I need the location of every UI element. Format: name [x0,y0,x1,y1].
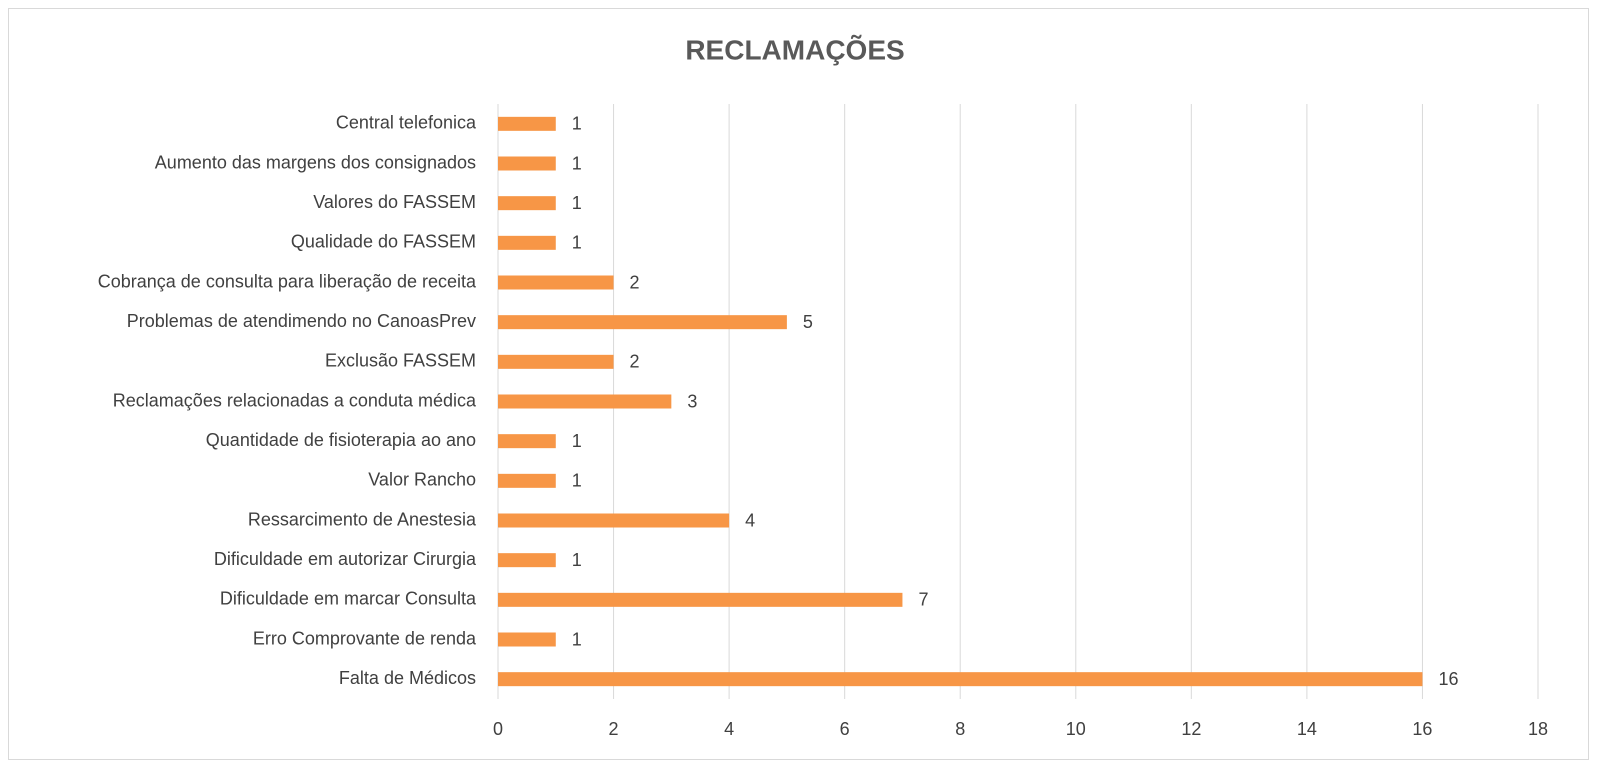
bar [498,196,556,211]
x-tick-label: 18 [1528,719,1548,739]
bar [498,315,787,330]
data-label: 1 [572,153,582,173]
x-tick-label: 14 [1297,719,1317,739]
chart-title: RECLAMAÇÕES [685,34,904,65]
data-label: 1 [572,233,582,253]
bar [498,235,556,250]
data-label: 1 [572,471,582,491]
data-label: 7 [918,590,928,610]
data-label: 16 [1438,669,1458,689]
bar [498,632,556,647]
y-tick-label: Erro Comprovante de renda [253,628,477,648]
bar [498,672,1423,687]
bar [498,553,556,568]
y-tick-label: Reclamações relacionadas a conduta médic… [113,390,477,410]
data-label: 1 [572,114,582,134]
x-tick-label: 6 [840,719,850,739]
data-label: 3 [687,391,697,411]
data-label: 1 [572,629,582,649]
chart-border [8,8,1589,760]
y-tick-label: Quantidade de fisioterapia ao ano [206,430,476,450]
bar [498,513,730,528]
data-label: 1 [572,550,582,570]
y-tick-label: Central telefonica [336,113,477,133]
data-label: 5 [803,312,813,332]
x-tick-label: 0 [493,719,503,739]
y-tick-label: Qualidade do FASSEM [291,232,476,252]
x-tick-label: 4 [724,719,734,739]
y-tick-label: Problemas de atendimendo no CanoasPrev [127,311,476,331]
bar [498,156,556,171]
bar [498,394,672,409]
bar [498,275,614,290]
x-tick-label: 8 [955,719,965,739]
y-tick-label: Falta de Médicos [339,668,476,688]
data-label: 4 [745,510,755,530]
x-tick-label: 16 [1412,719,1432,739]
y-tick-label: Dificuldade em autorizar Cirurgia [214,549,477,569]
y-tick-label: Exclusão FASSEM [325,351,476,371]
y-tick-label: Cobrança de consulta para liberação de r… [98,271,477,291]
y-tick-label: Dificuldade em marcar Consulta [220,589,477,609]
y-tick-label: Aumento das margens dos consignados [155,152,476,172]
y-tick-label: Ressarcimento de Anestesia [248,509,477,529]
x-tick-label: 10 [1066,719,1086,739]
data-label: 1 [572,193,582,213]
bar [498,473,556,488]
x-tick-label: 12 [1181,719,1201,739]
x-tick-label: 2 [609,719,619,739]
y-tick-label: Valores do FASSEM [313,192,476,212]
bar [498,592,903,607]
data-label: 2 [630,272,640,292]
bar [498,354,614,369]
data-label: 1 [572,431,582,451]
y-tick-label: Valor Rancho [368,470,476,490]
bar [498,116,556,131]
bar [498,434,556,449]
data-label: 2 [630,352,640,372]
